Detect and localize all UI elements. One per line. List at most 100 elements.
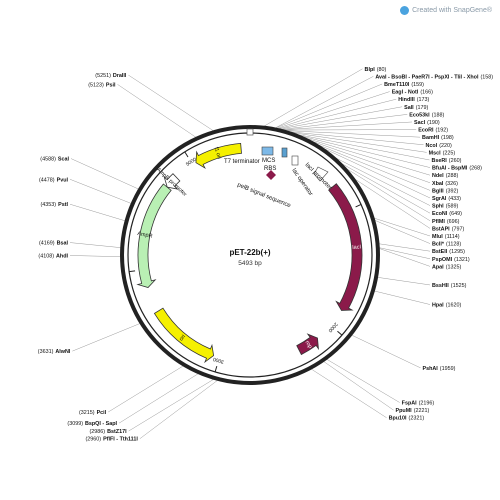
site-name: BglII — [432, 188, 444, 194]
restriction-site-label: BstEII (1295) — [432, 249, 465, 255]
restriction-site-label: AvaI - BsoBI - PaeR7I - PspXI - TliI - X… — [375, 74, 493, 80]
site-name: BseRI — [432, 158, 448, 164]
site-leader — [377, 247, 431, 267]
site-position: (80) — [377, 67, 387, 73]
site-position: (5123) — [88, 82, 104, 88]
mcs-label: MCS — [262, 158, 275, 164]
restriction-site-label: BseRI (260) — [432, 158, 462, 164]
restriction-site-label: SalI (179) — [404, 105, 428, 111]
site-name: DraIII — [113, 73, 127, 79]
site-leader — [261, 68, 363, 128]
snapgene-logo-icon — [400, 6, 410, 15]
site-name: PflFI - Tth111I — [103, 437, 138, 443]
site-name: PshAI — [423, 366, 439, 372]
site-name: FspAI — [402, 401, 417, 407]
site-position: (288) — [446, 173, 459, 179]
restriction-site-label: EcoNI (649) — [432, 211, 462, 217]
t7-terminator-label: T7 terminator — [224, 159, 260, 165]
restriction-site-label: NdeI (288) — [432, 173, 458, 179]
restriction-site-label: (2960) PflFI - Tth111I — [86, 437, 139, 443]
feature-laci — [328, 183, 363, 311]
site-name: AlwNI — [55, 349, 70, 355]
site-leader — [272, 76, 374, 130]
site-position: (4588) — [40, 157, 56, 163]
site-leader — [69, 242, 123, 249]
site-leader — [277, 129, 417, 131]
site-name: AhdI — [56, 253, 68, 259]
site-name: SalI — [404, 105, 414, 111]
site-leader-lines — [69, 68, 431, 439]
tick-mark-1000 — [355, 204, 362, 208]
site-leader — [336, 160, 431, 214]
site-leader — [329, 154, 431, 206]
site-position: (1128) — [446, 242, 461, 248]
site-leader — [350, 334, 421, 369]
site-position: (4353) — [41, 202, 57, 208]
site-name: SphI — [432, 204, 444, 210]
site-leader — [372, 219, 431, 244]
tick-mark-5000 — [184, 151, 189, 158]
restriction-site-label: ApaI (1325) — [432, 264, 461, 270]
site-name: XbaI — [432, 181, 444, 187]
restriction-site-label: SphI (589) — [432, 204, 458, 210]
feature-label-laci: lacI — [352, 244, 361, 251]
site-position: (198) — [441, 135, 454, 141]
site-position: (268) — [469, 166, 482, 172]
restriction-site-label: (3631) AlwNI — [38, 349, 71, 355]
restriction-site-label: PshAI (1959) — [423, 366, 456, 372]
tick-mark-3000 — [214, 366, 218, 373]
site-position: (1295) — [449, 249, 465, 255]
site-name: BclI* — [432, 242, 445, 248]
site-name: PciI — [97, 410, 107, 416]
site-position: (225) — [443, 150, 456, 156]
site-position: (1620) — [446, 303, 462, 309]
rbs-label: RBS — [264, 166, 276, 172]
plasmid-name: pET-22b(+) — [229, 248, 270, 257]
site-name: ApaI — [432, 264, 444, 270]
site-name: PvuI — [57, 177, 69, 183]
site-leader — [296, 135, 431, 184]
site-position: (4478) — [39, 177, 55, 183]
site-leader — [275, 106, 403, 130]
restriction-site-label: BfuAI - BspMI (268) — [432, 166, 482, 172]
site-leader — [70, 158, 141, 190]
restriction-site-label: EagI - NotI (166) — [392, 90, 433, 96]
restriction-site-label: BamHI (198) — [422, 135, 454, 141]
site-position: (2960) — [86, 437, 102, 443]
site-name: BlpI — [365, 67, 376, 73]
restriction-site-label: Bpu10I (2321) — [389, 416, 425, 422]
site-leader — [69, 203, 127, 222]
site-name: HpaI — [432, 303, 444, 309]
restriction-site-label: (3215) PciI — [79, 410, 107, 416]
site-name: MscI — [429, 150, 441, 156]
site-leader — [278, 130, 421, 138]
site-position: (2196) — [419, 401, 435, 407]
plasmid-length: 5493 bp — [238, 260, 262, 267]
site-name: BssHII — [432, 283, 449, 289]
feature-label-ori: ori — [178, 334, 187, 343]
site-leader — [372, 290, 431, 305]
site-name: BamHI — [422, 135, 440, 141]
site-position: (260) — [449, 158, 462, 164]
site-position: (179) — [416, 105, 429, 111]
restriction-site-label: (5251) DraIII — [95, 73, 127, 79]
site-position: (797) — [452, 226, 465, 232]
site-name: HindIII — [398, 97, 415, 103]
restriction-site-label: (2986) BstZ17I — [90, 429, 128, 435]
feature-label-rop: rop — [304, 340, 313, 350]
restriction-site-label: FspAI (2196) — [402, 401, 435, 407]
site-name: PsiI — [106, 82, 116, 88]
tick-label-2000: 2000 — [327, 321, 339, 333]
site-leader — [376, 276, 431, 286]
site-leader — [69, 255, 123, 257]
site-leader — [377, 243, 431, 252]
feature-ampr-promoter — [163, 173, 181, 190]
site-leader — [128, 74, 216, 133]
site-position: (696) — [447, 219, 460, 225]
restriction-site-label: BlpI (80) — [365, 67, 387, 73]
restriction-site-label: HpaI (1620) — [432, 303, 461, 309]
site-name: NdeI — [432, 173, 444, 179]
site-position: (4169) — [39, 241, 55, 247]
site-name: SacI — [414, 120, 426, 126]
